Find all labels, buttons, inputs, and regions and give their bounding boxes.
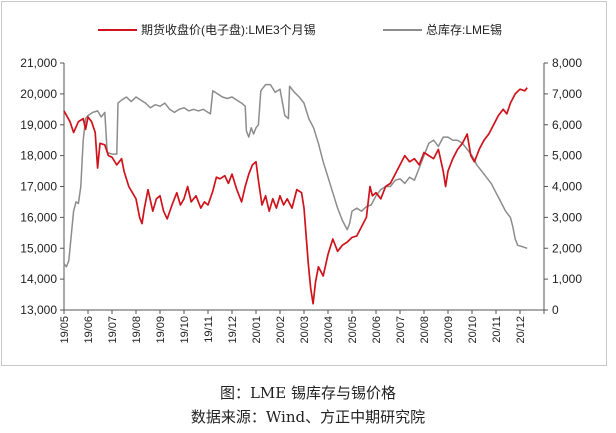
left-tick-label: 16,000 [20,210,57,224]
figure-source: 数据来源：Wind、方正中期研究院 [190,408,426,426]
right-tick-label: 6,000 [552,118,582,132]
left-tick-label: 17,000 [20,180,57,194]
left-tick-label: 21,000 [20,56,57,70]
right-tick-label: 2,000 [552,241,582,255]
right-tick-label: 7,000 [552,87,582,101]
left-tick-label: 13,000 [20,303,57,317]
x-tick-label: 20/03 [299,316,311,344]
x-tick-label: 19/10 [179,316,191,344]
x-tick-label: 20/02 [275,316,287,344]
left-tick-label: 15,000 [20,241,57,255]
x-tick-label: 20/12 [515,316,527,344]
x-tick-label: 20/04 [323,316,335,344]
right-tick-label: 4,000 [552,180,582,194]
right-tick-label: 1,000 [552,272,582,286]
legend-inventory-label: 总库存:LME锡 [426,22,502,37]
series-line-price [63,87,528,305]
figure-caption: 图：LME 锡库存与锡价格 [219,384,397,402]
series-line-inventory [63,83,528,268]
x-tick-label: 19/05 [59,316,71,344]
legend-price-label: 期货收盘价(电子盘):LME3个月锡 [141,22,316,37]
left-tick-label: 19,000 [20,118,57,132]
x-tick-label: 20/09 [443,316,455,344]
x-tick-label: 19/08 [131,316,143,344]
x-tick-label: 20/11 [491,316,503,343]
x-tick-label: 20/08 [419,316,431,344]
x-tick-label: 19/07 [107,316,119,344]
dual-axis-line-chart: 13,000 14,000 15,000 16,000 17,000 18,000 19,0… [20,22,582,344]
right-tick-label: 8,000 [552,56,582,70]
left-tick-label: 14,000 [20,272,57,286]
left-tick-label: 20,000 [20,87,57,101]
right-tick-label: 3,000 [552,210,582,224]
right-tick-label: 0 [552,303,559,317]
x-tick-label: 19/06 [83,316,95,344]
x-tick-label: 20/05 [347,316,359,344]
x-tick-label: 20/06 [371,316,383,344]
x-tick-label: 19/09 [155,316,167,344]
x-tick-label: 19/11 [203,316,215,343]
x-tick-label: 20/10 [467,316,479,344]
left-tick-label: 18,000 [20,149,57,163]
x-tick-label: 20/07 [395,316,407,344]
x-tick-label: 19/12 [227,316,239,344]
right-tick-label: 5,000 [552,149,582,163]
chart-frame: 13,000 14,000 15,000 16,000 17,000 18,000 19,0… [1,1,607,366]
x-tick-label: 20/01 [251,316,263,344]
